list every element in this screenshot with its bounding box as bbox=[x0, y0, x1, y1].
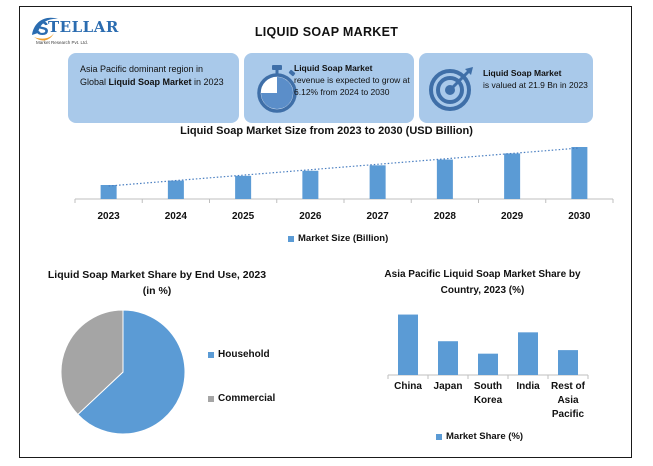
bar-2027 bbox=[369, 165, 386, 199]
x-tick-label: Japan bbox=[434, 381, 463, 392]
info-text-part: in 2023 bbox=[191, 76, 224, 87]
bar-2025 bbox=[235, 175, 252, 199]
legend-swatch bbox=[208, 395, 214, 402]
logo-subtitle: Market Research Pvt. Ltd. bbox=[36, 40, 89, 45]
pie-slice-household bbox=[77, 309, 186, 435]
logo-swoosh-icon: S bbox=[32, 17, 58, 41]
info-box-value-text: Liquid Soap Market is valued at 21.9 Bn … bbox=[483, 67, 589, 91]
svg-text:S: S bbox=[36, 19, 49, 40]
bar-india bbox=[518, 332, 538, 375]
stopwatch-icon bbox=[257, 65, 297, 113]
end-use-chart-title: Liquid Soap Market Share by End Use, 202… bbox=[47, 269, 267, 297]
infographic-frame: S TELLAR Market Research Pvt. Ltd. LIQUI… bbox=[19, 6, 632, 458]
bar-2028 bbox=[436, 159, 453, 199]
legend-swatch bbox=[208, 351, 214, 358]
x-tick-label: 2023 bbox=[98, 211, 121, 222]
bar-china bbox=[398, 314, 418, 375]
info-box-region-text: Asia Pacific dominant region in Global L… bbox=[80, 64, 224, 87]
x-tick-label: 2026 bbox=[299, 211, 322, 222]
market-size-chart: 2023 2024 2025 2026 2027 2028 2029 2030 bbox=[74, 147, 614, 222]
legend-label: Commercial bbox=[218, 393, 276, 404]
asia-pacific-chart: China Japan South Korea India Rest of Asia Paci… bbox=[387, 314, 589, 420]
legend-label: Household bbox=[218, 349, 270, 360]
x-tick-label: 2025 bbox=[232, 211, 255, 222]
info-box-growth-text: Liquid Soap Market revenue is expected t… bbox=[294, 62, 410, 98]
bar-south-korea bbox=[478, 353, 498, 375]
page-title: LIQUID SOAP MARKET bbox=[254, 25, 399, 39]
pie-slice-commercial bbox=[60, 309, 124, 416]
market-size-legend: Market Size (Billion) bbox=[288, 233, 388, 244]
bar-2026 bbox=[302, 170, 319, 199]
end-use-pie-chart bbox=[60, 309, 186, 435]
info-text-bold: Liquid Soap Market bbox=[108, 76, 192, 87]
x-tick-label: 2024 bbox=[165, 211, 188, 222]
info-box-body: revenue is expected to grow at 6.12% fro… bbox=[294, 75, 410, 97]
x-tick-label: 2030 bbox=[568, 211, 591, 222]
x-tick-label: 2029 bbox=[501, 211, 524, 222]
pie-legend-commercial: Commercial bbox=[208, 393, 275, 404]
asia-pacific-legend: Market Share (%) bbox=[436, 431, 523, 442]
legend-label: Market Size (Billion) bbox=[298, 233, 389, 244]
info-box-heading: Liquid Soap Market bbox=[294, 63, 373, 73]
logo-wordmark: TELLAR bbox=[48, 18, 119, 36]
x-tick-label: South Korea bbox=[474, 381, 503, 406]
x-tick-label: India bbox=[516, 381, 540, 392]
stellar-logo: S TELLAR Market Research Pvt. Ltd. bbox=[28, 13, 118, 53]
asia-pacific-chart-title: Asia Pacific Liquid Soap Market Share by… bbox=[384, 269, 581, 296]
x-tick-label: 2027 bbox=[367, 211, 390, 222]
info-box-body: is valued at 21.9 Bn in 2023 bbox=[483, 80, 588, 90]
bar-rest-of-asia-pacific bbox=[558, 350, 578, 375]
bar-2030 bbox=[571, 147, 588, 199]
x-tick-label: Rest of Asia Pacific bbox=[551, 381, 586, 420]
info-box-value: Liquid Soap Market is valued at 21.9 Bn … bbox=[419, 53, 593, 123]
info-box-region: Asia Pacific dominant region in Global L… bbox=[68, 53, 239, 123]
x-tick-label: 2028 bbox=[434, 211, 457, 222]
pie-legend-household: Household bbox=[208, 349, 270, 360]
bar-2023 bbox=[100, 185, 117, 199]
bar-2029 bbox=[504, 153, 521, 199]
market-size-chart-title: Liquid Soap Market Size from 2023 to 203… bbox=[180, 125, 473, 137]
bar-japan bbox=[438, 341, 458, 375]
info-box-heading: Liquid Soap Market bbox=[483, 68, 562, 78]
legend-swatch bbox=[288, 235, 294, 242]
legend-label: Market Share (%) bbox=[446, 431, 524, 442]
info-box-growth: Liquid Soap Market revenue is expected t… bbox=[244, 53, 414, 123]
legend-swatch bbox=[436, 433, 442, 440]
bar-2024 bbox=[167, 180, 184, 199]
target-icon bbox=[429, 67, 473, 111]
x-tick-label: China bbox=[394, 381, 422, 392]
info-text-part: Asia Pacific dominant region in Global bbox=[80, 64, 204, 87]
